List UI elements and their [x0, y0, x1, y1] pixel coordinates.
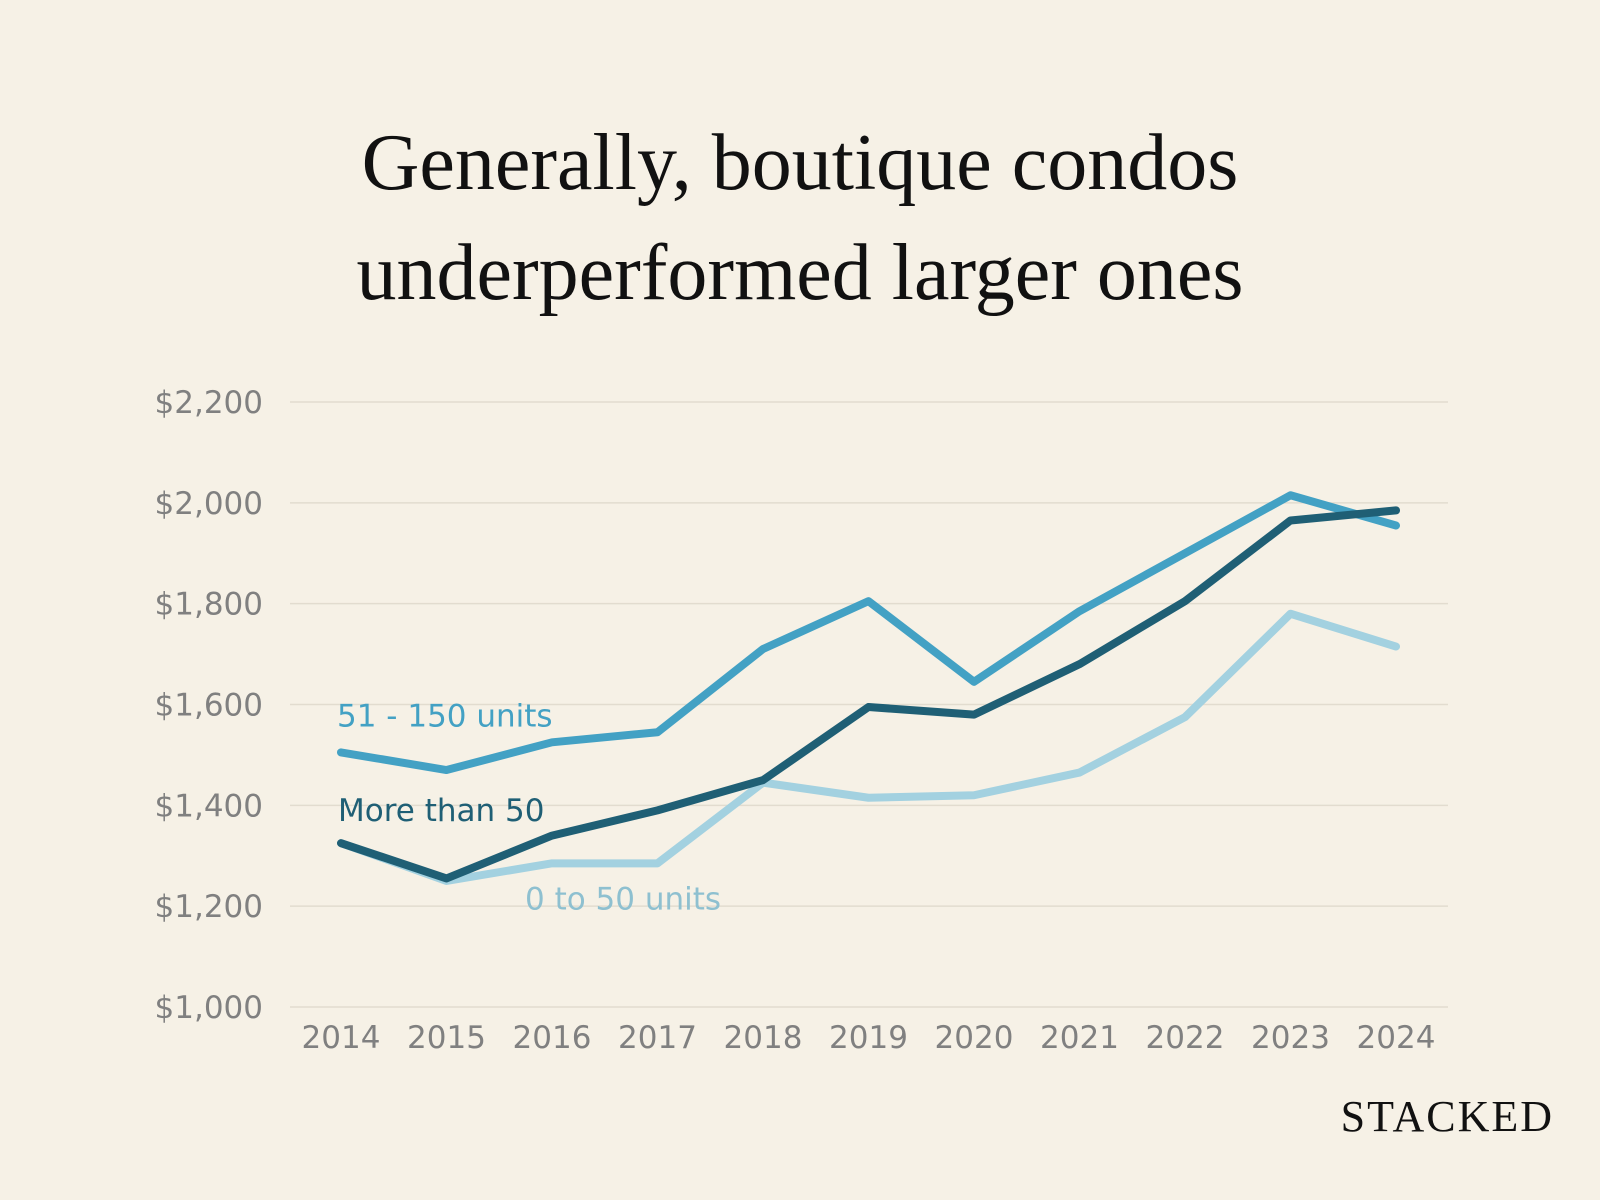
x-axis: 2014 2015 2016 2017 2018 2019 2020 2021 2022 2023… — [302, 1020, 1436, 1056]
x-tick-label: 2016 — [513, 1020, 592, 1056]
chart-title: Generally, boutique condos underperforme… — [0, 108, 1600, 328]
y-tick-label: $1,000 — [155, 990, 263, 1026]
chart-title-line-1: Generally, boutique condos — [361, 119, 1239, 207]
series-line — [337, 491, 1400, 775]
series-label: More than 50 — [338, 793, 544, 829]
series-labels: 0 to 50 units 51 - 150 units More than 50 — [337, 698, 721, 917]
y-tick-label: $1,400 — [155, 788, 263, 824]
x-tick-label: 2022 — [1146, 1020, 1225, 1056]
series-label: 0 to 50 units — [525, 881, 721, 917]
x-tick-label: 2017 — [618, 1020, 697, 1056]
brand-logo: STACKED — [1340, 1092, 1554, 1141]
series-label: 51 - 150 units — [337, 698, 553, 734]
y-tick-label: $1,600 — [155, 688, 263, 724]
series-line — [337, 609, 1400, 885]
x-tick-label: 2018 — [724, 1020, 803, 1056]
gridlines — [290, 401, 1448, 1008]
y-axis: $1,000 $1,200 $1,400 $1,600 $1,800 $2,000 $2,2… — [155, 385, 263, 1026]
series-line — [337, 506, 1400, 883]
chart-title-line-2: underperformed larger ones — [356, 229, 1244, 317]
x-tick-label: 2014 — [302, 1020, 381, 1056]
x-tick-label: 2024 — [1357, 1020, 1436, 1056]
x-tick-label: 2019 — [829, 1020, 908, 1056]
series-lines — [337, 491, 1400, 885]
y-tick-label: $2,200 — [155, 385, 263, 421]
y-tick-label: $1,800 — [155, 587, 263, 623]
x-tick-label: 2021 — [1040, 1020, 1119, 1056]
y-tick-label: $1,200 — [155, 889, 263, 925]
x-tick-label: 2023 — [1251, 1020, 1330, 1056]
x-tick-label: 2015 — [407, 1020, 486, 1056]
y-tick-label: $2,000 — [155, 486, 263, 522]
x-tick-label: 2020 — [935, 1020, 1014, 1056]
